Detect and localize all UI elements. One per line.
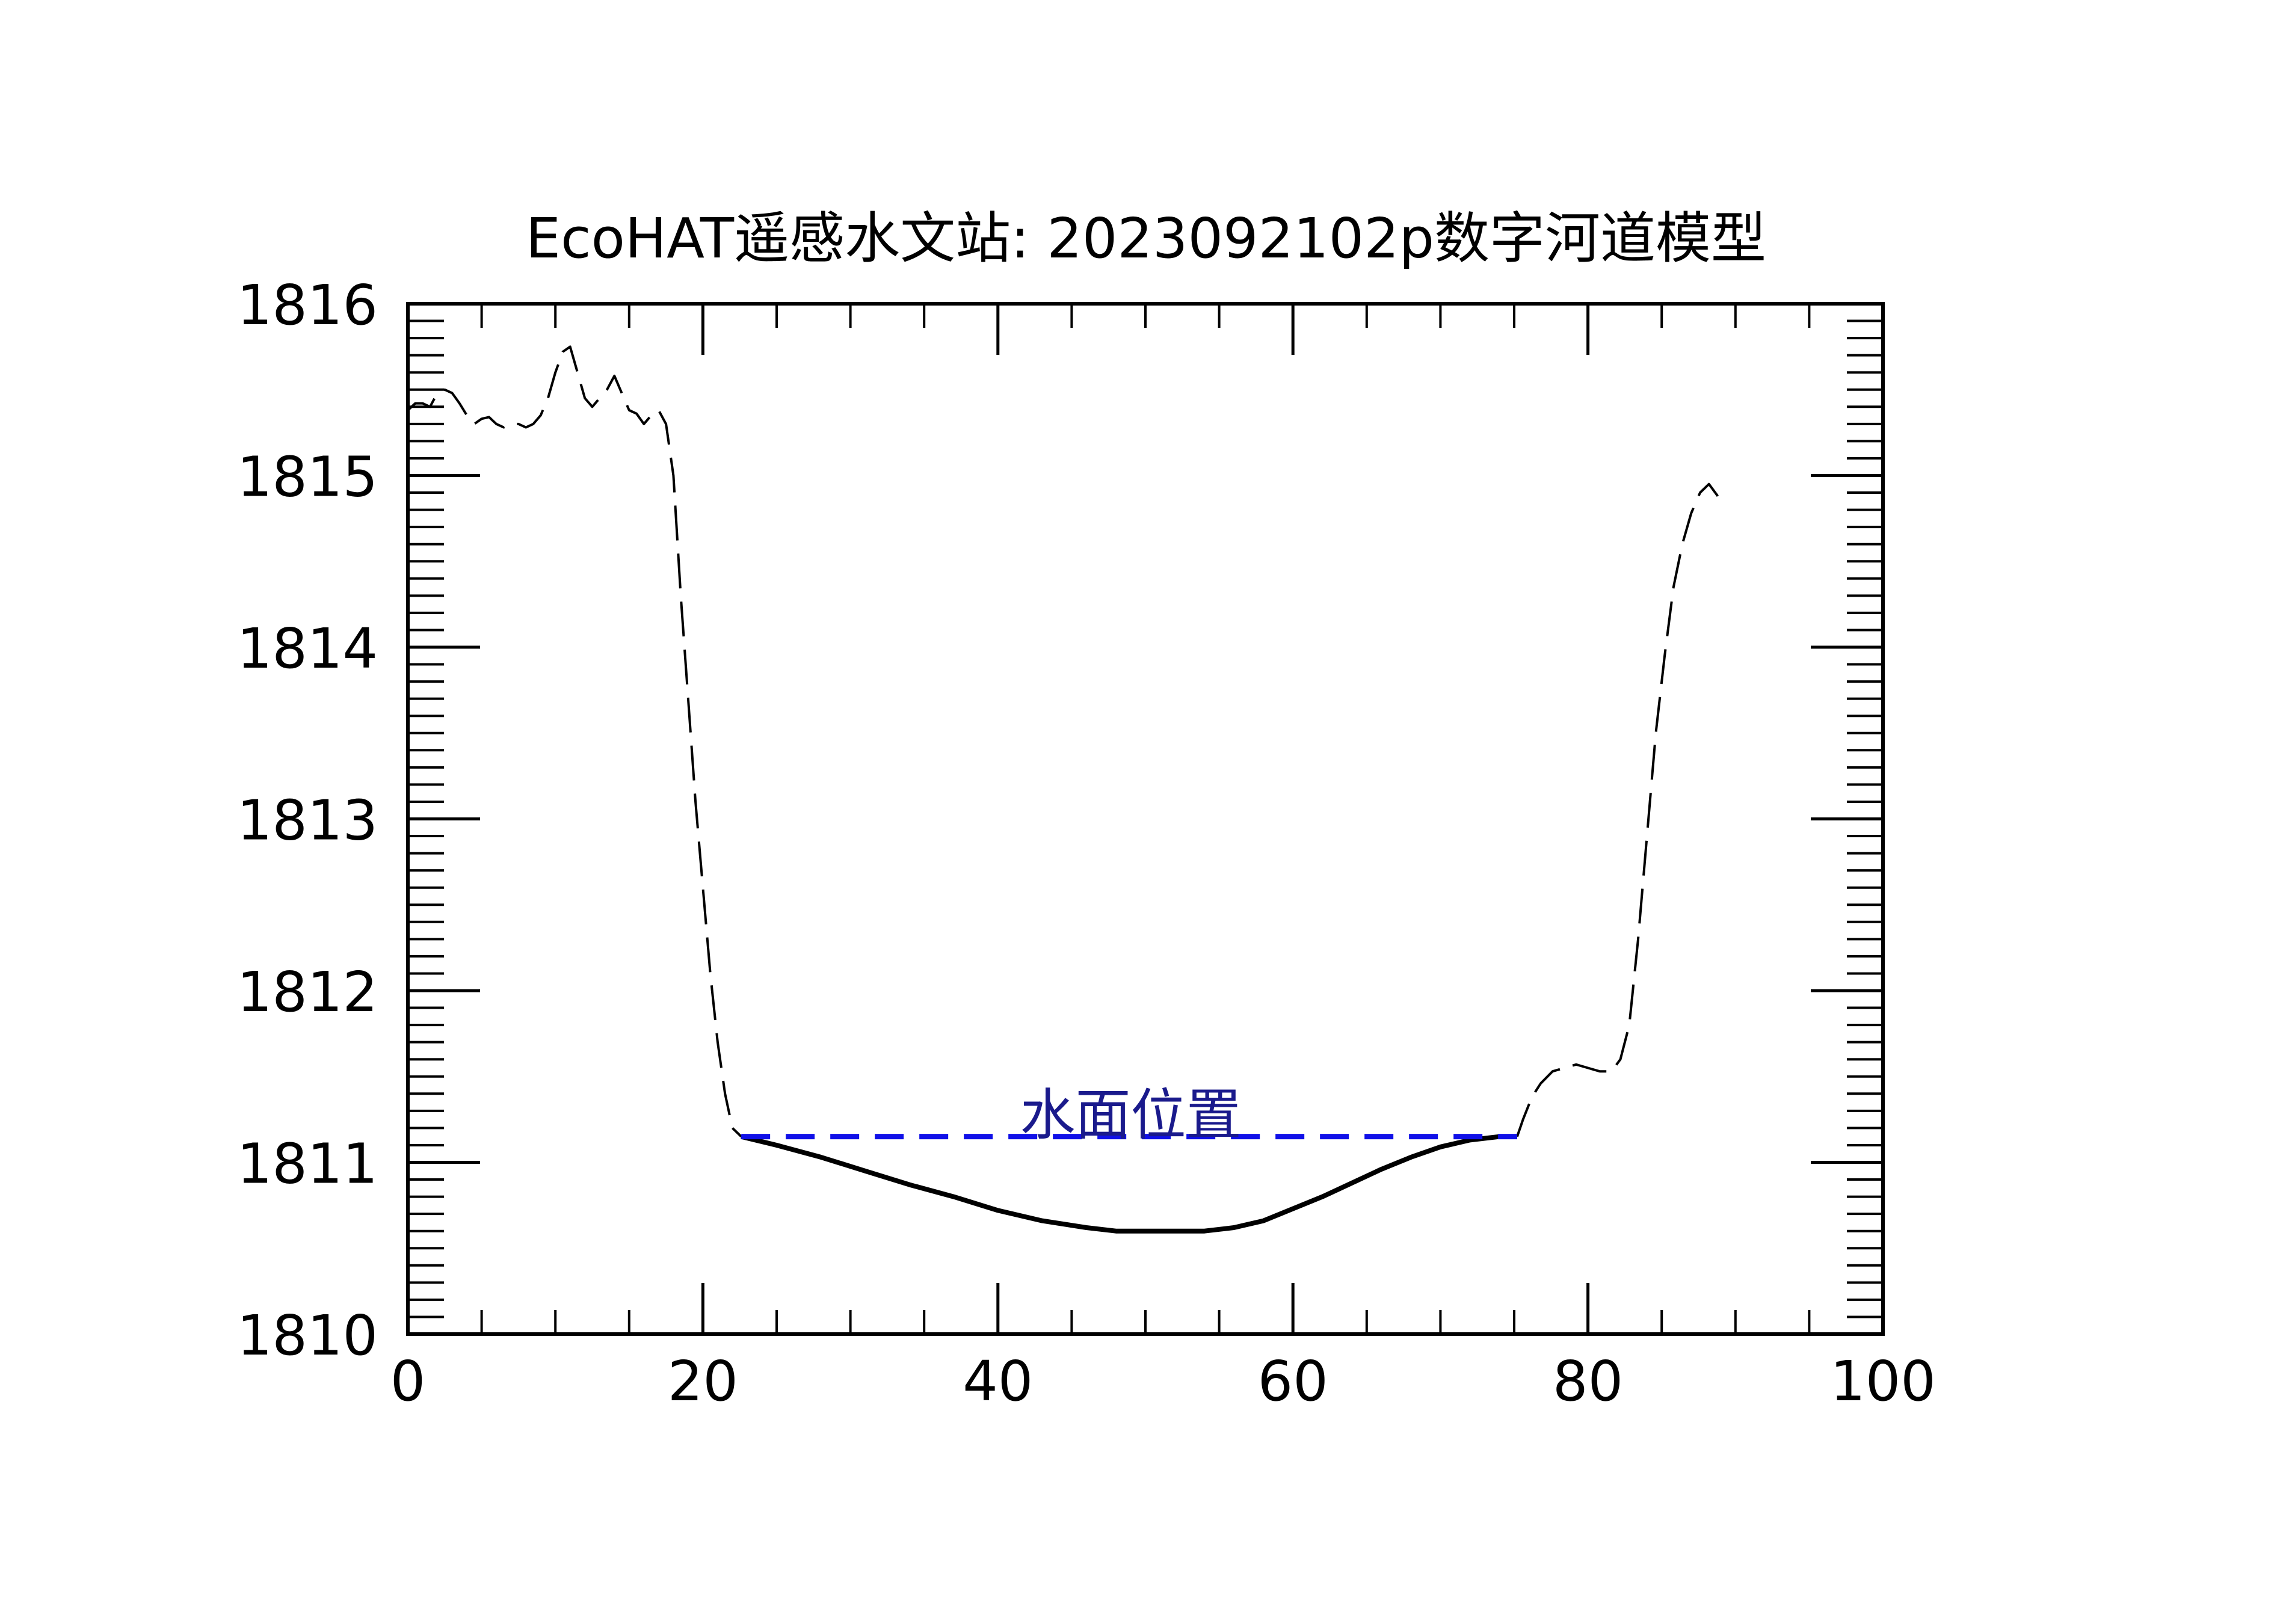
y-tick-label: 1812 [237,960,378,1024]
y-tick-label: 1810 [237,1303,378,1368]
x-tick-label: 80 [1553,1349,1623,1413]
series-line-channel-bed [741,1134,1517,1234]
x-tick-label: 0 [390,1349,426,1413]
x-tick-labels: 0 20 40 60 80 100 [390,1349,1936,1413]
x-tick-label: 100 [1830,1349,1936,1413]
y-tick-label: 1816 [237,273,378,337]
water-surface-label: 水面位置 [1020,1083,1241,1148]
y-tick-label: 1814 [237,617,378,681]
water-layer: 水面位置 [741,1083,1517,1148]
y-tick-labels: 1810 1811 1812 1813 1814 1815 1816 [237,273,378,1368]
series-layer [407,345,1719,1234]
x-tick-label: 40 [963,1349,1033,1413]
y-tick-label: 1815 [237,445,378,509]
x-tick-label: 60 [1258,1349,1328,1413]
series-line-bank-right [1516,482,1719,1137]
chart-title: EcoHAT遥感水文站: 2023092102p数字河道模型 [526,206,1766,271]
minor-ticks [408,304,1883,1334]
y-tick-label: 1811 [237,1132,378,1196]
plot-frame [406,302,1885,1336]
x-tick-label: 20 [668,1349,738,1413]
series-line-bank-left [407,345,742,1138]
y-tick-label: 1813 [237,789,378,853]
